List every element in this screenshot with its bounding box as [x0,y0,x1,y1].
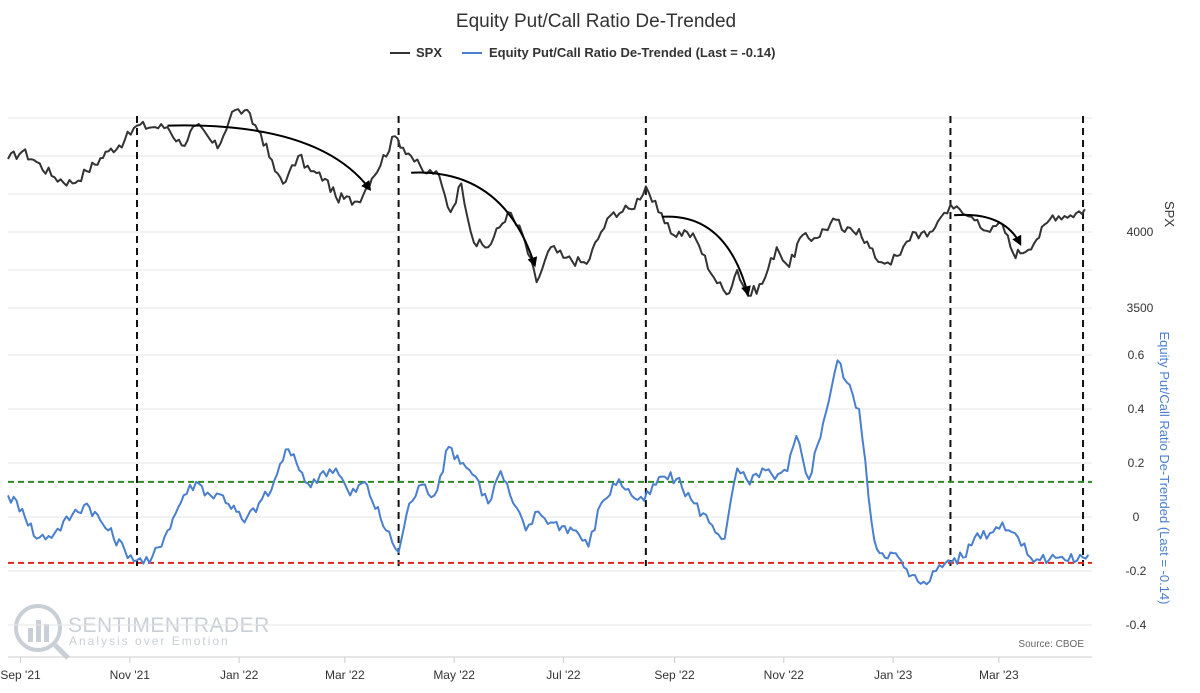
x-tick-label: Jan '22 [220,668,259,682]
ratio-tick-label: 0.6 [1128,348,1145,362]
ratio-tick-label: 0.4 [1128,402,1145,416]
x-tick-label: May '22 [433,668,475,682]
legend-item-spx[interactable]: SPX [416,45,442,60]
source-note: Source: CBOE [1018,639,1084,650]
x-tick-label: Sep '22 [654,668,695,682]
series-lines [7,108,1090,586]
reference-lines [8,480,1092,564]
x-tick-label: Mar '22 [325,668,365,682]
legend-item-ratio[interactable]: Equity Put/Call Ratio De-Trended (Last =… [489,45,775,60]
ratio-tick-label: 0 [1133,510,1140,524]
watermark-logo [14,604,62,652]
x-tick-label: Sep '21 [0,668,41,682]
y-axes: 4000 3500 0.6 0.4 0.2 0 -0.2 -0.4 SPX Equity Put/… [1126,201,1177,632]
annotation-arrows [167,124,1022,297]
put-call-ratio-line [7,359,1090,586]
watermark: SENTIMENTRADER Analysis over Emotion [14,604,269,660]
x-tick-label: Mar '23 [979,668,1019,682]
legend: SPX Equity Put/Call Ratio De-Trended (La… [390,45,775,60]
grid [8,117,1092,626]
spx-tick-label: 4000 [1127,225,1154,239]
ratio-axis-title: Equity Put/Call Ratio De-Trended (Last =… [1157,331,1172,604]
annotation-arrow [167,124,372,192]
event-markers [136,116,1085,566]
x-tick-label: Jan '23 [874,668,913,682]
chart-title: Equity Put/Call Ratio De-Trended [456,11,736,32]
x-tick-label: Nov '21 [110,668,151,682]
x-axis: Sep '21 Nov '21 Jan '22 Mar '22 May '22 Jul '… [0,656,1092,682]
annotation-arrow [661,215,751,297]
ratio-tick-label: -0.4 [1126,618,1147,632]
annotation-arrow [953,213,1022,246]
ratio-tick-label: 0.2 [1128,456,1145,470]
annotation-arrow [411,171,538,268]
ratio-tick-label: -0.2 [1126,564,1147,578]
spx-line [7,108,1086,297]
spx-axis-title: SPX [1162,201,1177,227]
x-tick-label: Jul '22 [546,668,581,682]
watermark-tagline: Analysis over Emotion [69,634,230,648]
x-tick-label: Nov '22 [764,668,805,682]
spx-tick-label: 3500 [1127,301,1154,315]
